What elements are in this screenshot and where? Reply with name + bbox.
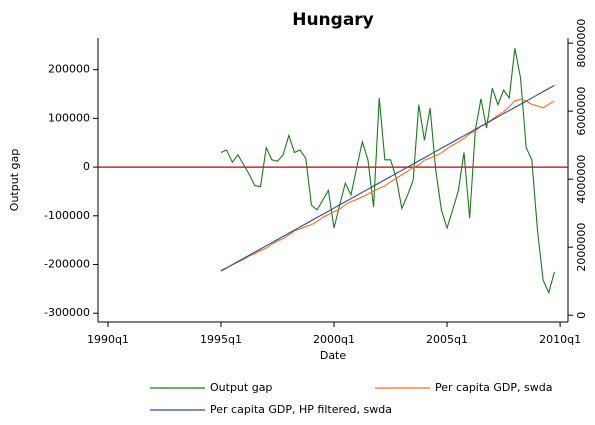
y2-tick-label: 4000000 <box>575 155 588 204</box>
x-axis-label: Date <box>320 349 347 362</box>
legend-label: Output gap <box>210 381 272 394</box>
y2-tick-label: 0 <box>575 312 588 319</box>
x-tick-label: 1990q1 <box>87 333 129 346</box>
chart-title: Hungary <box>292 10 374 30</box>
y-tick-label: -200000 <box>44 258 90 271</box>
legend-label: Per capita GDP, swda <box>435 381 552 394</box>
x-tick-label: 2000q1 <box>313 333 355 346</box>
y2-tick-label: 6000000 <box>575 87 588 136</box>
x-tick-label: 2010q1 <box>539 333 581 346</box>
x-tick-label: 1995q1 <box>200 333 242 346</box>
y-tick-label: 0 <box>83 160 90 173</box>
y-tick-label: 100000 <box>48 111 90 124</box>
y2-tick-label: 8000000 <box>575 19 588 68</box>
series-line <box>220 98 555 271</box>
x-tick-label: 2005q1 <box>426 333 468 346</box>
y-axis-label: Output gap <box>8 149 21 211</box>
y-tick-label: -300000 <box>44 306 90 319</box>
y-tick-label: 200000 <box>48 63 90 76</box>
series-line <box>220 84 555 272</box>
series-line <box>220 48 555 295</box>
y-tick-label: -100000 <box>44 209 90 222</box>
legend-label: Per capita GDP, HP filtered, swda <box>210 403 392 416</box>
y2-tick-label: 2000000 <box>575 223 588 272</box>
